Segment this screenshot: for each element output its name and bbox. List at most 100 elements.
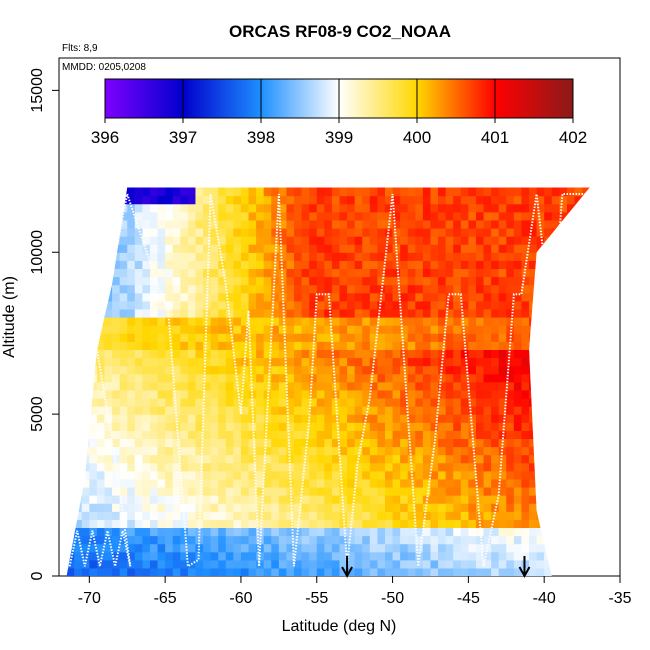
field-cell [74,470,83,480]
field-cell [195,462,204,472]
field-cell [483,414,492,423]
field-cell [240,341,250,350]
field-cell [89,519,98,529]
field-cell [475,397,485,407]
field-cell [119,268,128,278]
field-cell [210,187,219,197]
field-cell [407,519,416,529]
field-cell [203,236,212,245]
field-cell [218,422,227,431]
field-cell [112,373,121,383]
field-cell [89,430,98,439]
field-cell [377,252,386,261]
field-cell [218,341,227,350]
field-cell [566,470,576,480]
field-cell [316,349,325,359]
field-cell [301,325,310,334]
field-cell [89,357,98,367]
field-cell [127,284,136,294]
field-cell [339,406,348,415]
field-cell [331,365,341,375]
field-cell [498,470,507,480]
field-cell [369,422,378,431]
field-cell [339,227,348,237]
field-cell [142,211,151,221]
field-cell [256,438,265,448]
field-cell [66,268,75,278]
field-cell [362,454,371,464]
field-cell [157,333,166,342]
field-cell [551,195,560,205]
field-cell [180,406,189,415]
field-cell [468,397,477,407]
field-cell [187,495,197,504]
field-cell [256,260,265,270]
field-cell [430,365,439,375]
field-cell [66,236,75,245]
field-cell [203,333,212,342]
field-cell [566,567,576,576]
field-cell [127,470,136,480]
field-cell [453,219,462,229]
field-cell [172,470,181,480]
field-cell [566,227,576,237]
field-cell [240,438,250,448]
field-cell [384,284,394,294]
field-cell [112,406,121,415]
field-cell [142,333,151,342]
field-cell [225,227,234,237]
field-cell [483,422,492,431]
field-cell [369,187,378,197]
field-cell [331,325,341,334]
field-cell [347,430,356,439]
field-cell [331,341,341,350]
field-cell [551,397,560,407]
field-cell [491,503,500,512]
field-cell [521,187,530,197]
field-cell [112,211,121,221]
field-cell [218,268,227,278]
field-cell [422,317,432,326]
field-cell [438,365,447,375]
field-cell [483,357,492,367]
field-cell [210,414,219,423]
field-cell [582,268,590,278]
field-cell [354,373,363,383]
field-cell [430,284,439,294]
field-cell [362,470,371,480]
field-cell [566,219,576,229]
field-cell [240,260,250,270]
field-cell [384,478,394,488]
field-cell [529,187,538,197]
field-cell [354,511,363,520]
field-cell [498,325,507,334]
field-cell [240,422,250,431]
field-cell [89,308,98,318]
field-cell [529,252,538,261]
field-cell [233,430,242,439]
field-cell [468,308,477,318]
field-cell [369,236,378,245]
field-cell [195,252,204,261]
field-cell [104,430,113,439]
field-cell [187,276,197,286]
field-cell [445,333,454,342]
field-cell [422,381,432,391]
field-cell [309,268,318,278]
field-cell [521,333,530,342]
field-cell [445,381,454,391]
field-cell [96,551,106,561]
field-cell [240,203,250,213]
field-cell [157,511,166,520]
field-cell [392,543,401,553]
field-cell [430,349,439,359]
field-cell [521,203,530,213]
field-cell [203,567,212,576]
field-cell [218,203,227,213]
field-cell [233,244,242,253]
field-cell [104,511,113,520]
field-cell [142,276,151,286]
field-cell [165,325,174,334]
field-cell [263,373,272,383]
field-cell [233,381,242,391]
